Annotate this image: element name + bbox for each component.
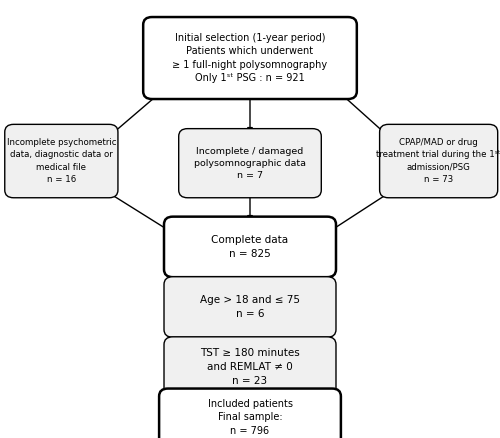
FancyBboxPatch shape bbox=[380, 124, 498, 198]
FancyBboxPatch shape bbox=[164, 277, 336, 337]
FancyBboxPatch shape bbox=[164, 337, 336, 397]
Text: Initial selection (1-year period)
Patients which underwent
≥ 1 full-night polyso: Initial selection (1-year period) Patien… bbox=[172, 33, 328, 83]
Text: Age > 18 and ≤ 75
n = 6: Age > 18 and ≤ 75 n = 6 bbox=[200, 295, 300, 319]
Text: TST ≥ 180 minutes
and REMLAT ≠ 0
n = 23: TST ≥ 180 minutes and REMLAT ≠ 0 n = 23 bbox=[200, 349, 300, 386]
Text: Included patients
Final sample:
n = 796
(420 males and 376 females): Included patients Final sample: n = 796 … bbox=[178, 399, 322, 438]
FancyBboxPatch shape bbox=[159, 389, 341, 438]
Text: Incomplete psychometric
data, diagnostic data or
medical file
n = 16: Incomplete psychometric data, diagnostic… bbox=[6, 138, 116, 184]
FancyBboxPatch shape bbox=[178, 129, 322, 198]
FancyBboxPatch shape bbox=[164, 217, 336, 277]
FancyBboxPatch shape bbox=[5, 124, 118, 198]
FancyBboxPatch shape bbox=[143, 17, 357, 99]
Text: CPAP/MAD or drug
treatment trial during the 1ˢᵗ
admission/PSG
n = 73: CPAP/MAD or drug treatment trial during … bbox=[376, 138, 500, 184]
Text: Incomplete / damaged
polysomnographic data
n = 7: Incomplete / damaged polysomnographic da… bbox=[194, 147, 306, 180]
Text: Complete data
n = 825: Complete data n = 825 bbox=[212, 235, 288, 259]
